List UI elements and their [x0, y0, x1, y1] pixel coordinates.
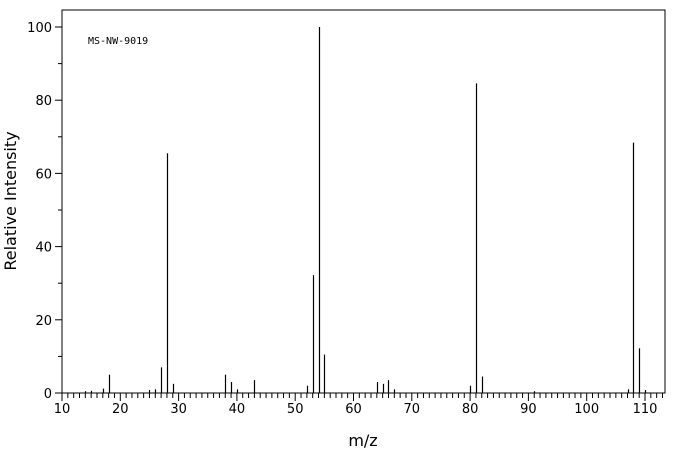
x-tick-label: 20: [112, 402, 129, 417]
spectrum-id-annotation: MS-NW-9019: [88, 36, 148, 47]
x-tick-label: 70: [404, 402, 421, 417]
x-tick-label: 50: [287, 402, 304, 417]
x-tick-label: 90: [520, 402, 537, 417]
x-tick-label: 60: [345, 402, 362, 417]
y-tick-label: 0: [44, 387, 52, 402]
y-tick-label: 40: [35, 241, 52, 256]
y-tick-label: 20: [35, 314, 52, 329]
y-tick-label: 60: [35, 167, 52, 182]
x-tick-label: 110: [633, 402, 658, 417]
x-tick-label: 30: [170, 402, 187, 417]
x-axis-title: m/z: [348, 431, 377, 450]
plot-frame: [61, 9, 666, 394]
spectrum-peaks: [84, 27, 647, 393]
x-tick-label: 10: [54, 402, 71, 417]
x-axis-ticks: 10 20 30 40 50 60 70 80 90 100 110: [54, 393, 663, 417]
y-axis-title: Relative Intensity: [1, 131, 20, 270]
y-axis-ticks: 0 20 40 60 80 100: [27, 21, 62, 402]
y-tick-label: 80: [35, 94, 52, 109]
x-tick-label: 80: [462, 402, 479, 417]
x-tick-label: 100: [574, 402, 599, 417]
y-tick-label: 100: [27, 21, 52, 36]
x-tick-label: 40: [229, 402, 246, 417]
